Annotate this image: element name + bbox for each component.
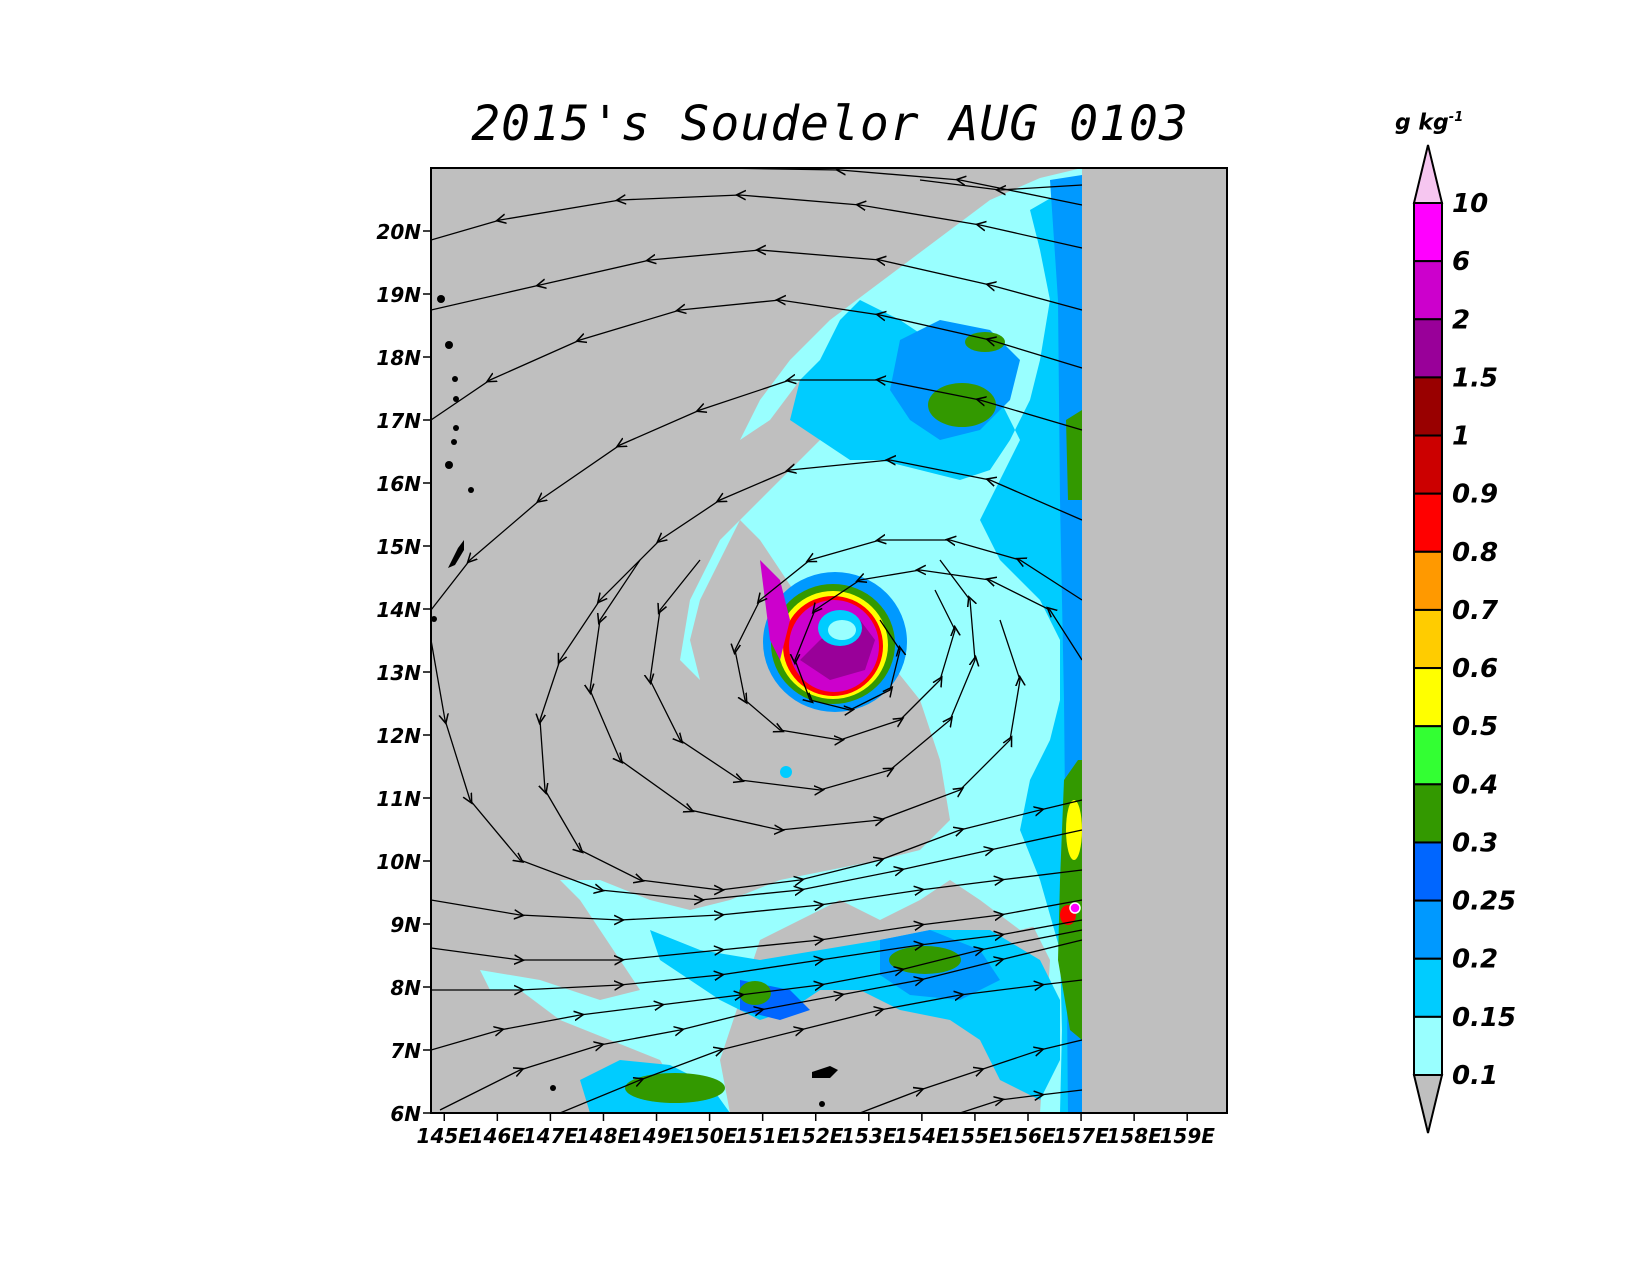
lat-label: 16N (376, 472, 421, 496)
streamline (431, 195, 1083, 249)
lon-label: 158E (1106, 1124, 1162, 1148)
streamline (959, 1089, 1083, 1113)
green-patch-1 (928, 383, 996, 427)
colorbar-label: 2 (1452, 305, 1470, 335)
colorbar-box (1413, 608, 1443, 670)
colorbar-label: 1.5 (1452, 363, 1498, 393)
lat-label: 17N (376, 409, 421, 433)
colorbar-label: 0.5 (1452, 712, 1498, 742)
plot-frame (430, 167, 1228, 1114)
streamline (431, 380, 1083, 611)
streamline (919, 179, 1083, 190)
colorbar-box (1413, 260, 1443, 321)
lon-label: 148E (576, 1124, 632, 1148)
colorbar-label: 0.8 (1452, 538, 1498, 568)
colorbar-box (1413, 899, 1443, 960)
lon-axis: 145E146E147E148E149E150E151E152E153E154E… (417, 1113, 1215, 1148)
colorbar-label: 0.3 (1452, 828, 1498, 858)
lat-label: 11N (376, 787, 421, 811)
colorbar-label: 0.7 (1452, 596, 1499, 626)
colorbar-label: 0.25 (1452, 887, 1516, 917)
streamline (559, 979, 1083, 1113)
colorbar-box (1413, 725, 1443, 786)
lon-label: 145E (417, 1124, 473, 1148)
colorbar-top-arrow (1412, 144, 1444, 204)
colorbar-box (1413, 667, 1443, 728)
lat-label: 8N (390, 976, 421, 1000)
cell-small (780, 766, 792, 778)
green-patch-5 (625, 1073, 725, 1103)
lat-label: 6N (390, 1102, 421, 1126)
colorbar-box (1413, 783, 1443, 844)
lon-label: 153E (841, 1124, 897, 1148)
lat-axis: 20N 19N 18N 17N 16N 15N 14N 13N 12N 11N 10N 9N 8N 7N 6… (376, 220, 431, 1126)
units-main: g kg (1395, 110, 1449, 136)
colorbar-label: 0.4 (1452, 770, 1498, 800)
lat-label: 19N (376, 283, 421, 307)
green-patch-2 (965, 332, 1005, 352)
lon-label: 159E (1159, 1124, 1215, 1148)
lon-label: 147E (523, 1124, 579, 1148)
colorbar-box (1413, 376, 1443, 437)
lat-label: 15N (376, 535, 421, 559)
lat-label: 20N (376, 220, 421, 244)
no-data-region (1082, 168, 1227, 1113)
lat-label: 13N (376, 661, 421, 685)
lat-label: 18N (376, 346, 421, 370)
colorbar-label: 0.1 (1452, 1061, 1498, 1091)
lon-label: 157E (1053, 1124, 1109, 1148)
lon-label: 149E (629, 1124, 685, 1148)
units-exponent: -1 (1448, 110, 1464, 125)
lat-label: 9N (390, 913, 421, 937)
colorbar-box (1413, 202, 1443, 263)
colorbar-label: 10 (1452, 189, 1488, 219)
lon-label: 152E (788, 1124, 844, 1148)
colorbar-box (1413, 841, 1443, 902)
lon-label: 146E (470, 1124, 526, 1148)
lat-label: 12N (376, 724, 421, 748)
lat-label: 14N (376, 598, 421, 622)
colorbar-label: 0.6 (1452, 654, 1498, 684)
lon-label: 150E (682, 1124, 738, 1148)
green-patch-7 (1066, 410, 1082, 500)
colorbar-label: 6 (1452, 247, 1470, 277)
lon-label: 154E (894, 1124, 950, 1148)
colorbar-box (1413, 318, 1443, 379)
east-cell-yellow (1066, 800, 1082, 860)
colorbar-label: 0.15 (1452, 1003, 1516, 1033)
colorbar-box (1413, 550, 1443, 611)
colorbar-label: 1 (1452, 422, 1470, 452)
colorbar-box (1413, 492, 1443, 553)
lat-label: 7N (390, 1039, 421, 1063)
colorbar-box (1413, 957, 1443, 1018)
colorbar-bottom-arrow (1412, 1074, 1444, 1134)
lon-label: 156E (1000, 1124, 1056, 1148)
colorbar-units: g kg-1 (1395, 110, 1463, 135)
streamline (859, 1039, 1083, 1113)
east-cell-magenta (1069, 902, 1081, 914)
lon-label: 151E (735, 1124, 791, 1148)
streamline (431, 250, 1083, 311)
colorbar: 10 6 2 1.5 1 0.9 0.8 0.7 0.6 0.5 0.4 0.3 0.25 0.2 0.15… (1412, 144, 1516, 1134)
colorbar-label: 0.2 (1452, 945, 1498, 975)
colorbar-label: 0.9 (1452, 480, 1498, 510)
lat-label: 10N (376, 850, 421, 874)
colorbar-box (1413, 434, 1443, 495)
map-title: 2015's Soudelor AUG 0103 (471, 96, 1189, 152)
lon-label: 155E (947, 1124, 1003, 1148)
streamline (431, 300, 1083, 421)
colorbar-box (1413, 1015, 1443, 1076)
